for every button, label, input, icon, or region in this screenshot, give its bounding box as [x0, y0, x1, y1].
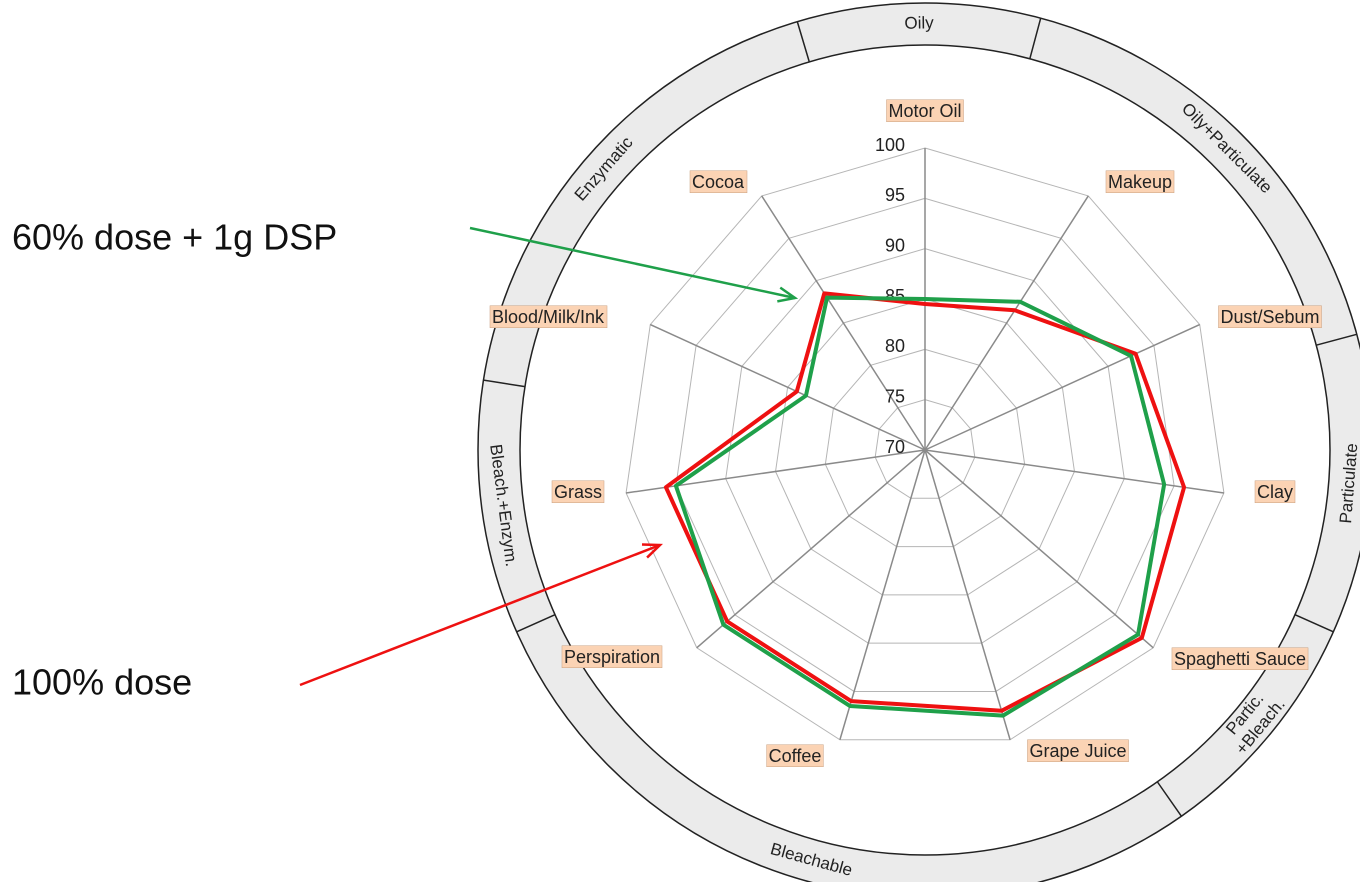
- category-label: Grass: [554, 482, 602, 502]
- spoke: [625, 449, 926, 494]
- spoke: [924, 449, 1011, 740]
- category-label: Clay: [1257, 482, 1293, 502]
- group-divider: [1029, 18, 1042, 59]
- category-label-bg: [1105, 170, 1175, 193]
- spoke: [924, 195, 1089, 451]
- category-label: Perspiration: [564, 647, 660, 667]
- category-label: Dust/Sebum: [1220, 307, 1319, 327]
- y-tick-label: 95: [885, 185, 905, 205]
- group-label: Oily: [904, 13, 934, 32]
- legend-arrow-head: [641, 543, 663, 559]
- group-divider: [1316, 333, 1357, 346]
- ring-edge: [477, 2, 1360, 882]
- series-line: [673, 295, 1167, 718]
- category-label: Grape Juice: [1029, 741, 1126, 761]
- category-label: Makeup: [1108, 172, 1172, 192]
- category-label-bg: [1027, 739, 1129, 762]
- category-label-bg: [489, 305, 608, 328]
- spoke: [761, 195, 926, 451]
- category-label: Coffee: [769, 746, 822, 766]
- legend-arrow-head: [777, 286, 799, 303]
- y-tick-label: 75: [885, 386, 905, 406]
- y-tick-label: 80: [885, 336, 905, 356]
- grid-ring: [775, 298, 1075, 596]
- spoke: [696, 449, 926, 649]
- group-divider: [796, 21, 811, 63]
- ring-edge: [519, 44, 1331, 856]
- category-label-bg: [1254, 480, 1296, 503]
- category-label-bg: [886, 99, 964, 122]
- legend-arrow: [469, 226, 796, 300]
- category-label: Motor Oil: [888, 101, 961, 121]
- category-label-bg: [1171, 647, 1309, 670]
- spoke: [839, 449, 926, 740]
- category-label-bg: [689, 170, 748, 193]
- grid-ring: [625, 147, 1225, 741]
- y-tick-label: 70: [885, 437, 905, 457]
- category-label: Spaghetti Sauce: [1174, 649, 1306, 669]
- group-divider: [516, 614, 556, 633]
- y-tick-label: 100: [875, 135, 905, 155]
- legend-label: 60% dose + 1g DSP: [12, 217, 337, 258]
- category-label-bg: [1218, 305, 1322, 328]
- grid-ring: [675, 197, 1175, 692]
- spoke: [649, 323, 926, 451]
- group-label: Particulate: [1336, 443, 1360, 525]
- category-label-bg: [766, 744, 824, 767]
- category-label-bg: [551, 480, 605, 503]
- group-ring: [478, 3, 1360, 882]
- group-divider: [1156, 781, 1183, 817]
- grid-ring: [874, 399, 976, 499]
- group-label: Oily+Particulate: [1178, 99, 1276, 197]
- spoke: [924, 323, 1201, 451]
- category-label-bg: [561, 645, 663, 668]
- spoke: [924, 449, 1154, 649]
- spoke: [924, 449, 1225, 494]
- group-divider: [1294, 614, 1334, 633]
- y-tick-label: 90: [885, 235, 905, 255]
- grid-ring: [725, 248, 1125, 644]
- grid-ring: [824, 348, 1026, 548]
- category-label: Cocoa: [692, 172, 745, 192]
- legend-arrow: [299, 543, 661, 687]
- group-divider: [483, 379, 526, 388]
- legend-label: 100% dose: [12, 662, 192, 703]
- category-label: Blood/Milk/Ink: [492, 307, 605, 327]
